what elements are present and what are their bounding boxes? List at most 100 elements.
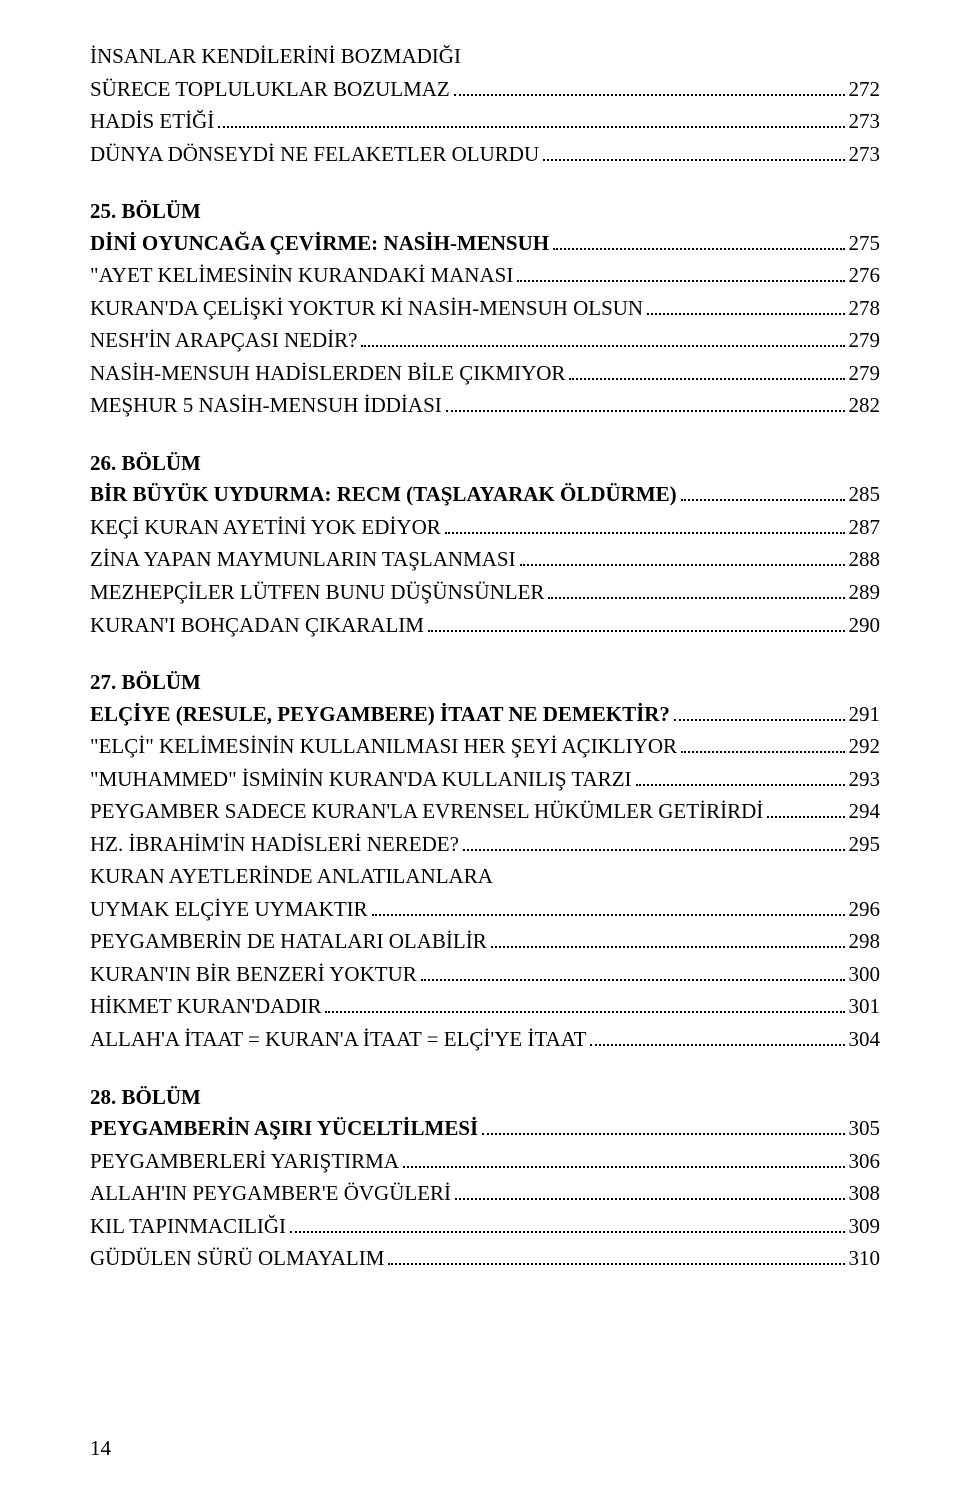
toc-entry: KURAN'DA ÇELİŞKİ YOKTUR Kİ NASİH-MENSUH … bbox=[90, 292, 880, 325]
toc-entry: HADİS ETİĞİ 273 bbox=[90, 105, 880, 138]
toc-entry: DÜNYA DÖNSEYDİ NE FELAKETLER OLURDU 273 bbox=[90, 138, 880, 171]
toc-text: DÜNYA DÖNSEYDİ NE FELAKETLER OLURDU bbox=[90, 138, 539, 171]
toc-text: "ELÇİ" KELİMESİNİN KULLANILMASI HER ŞEYİ… bbox=[90, 730, 677, 763]
page-ref: 292 bbox=[849, 730, 881, 763]
chapter-title-text: DİNİ OYUNCAĞA ÇEVİRME: NASİH-MENSUH bbox=[90, 228, 549, 260]
leader-dots bbox=[446, 393, 845, 412]
toc-entry: ALLAH'IN PEYGAMBER'E ÖVGÜLERİ 308 bbox=[90, 1177, 880, 1210]
toc-text: KURAN'DA ÇELİŞKİ YOKTUR Kİ NASİH-MENSUH … bbox=[90, 292, 643, 325]
page-ref: 306 bbox=[849, 1145, 881, 1178]
toc-text: "AYET KELİMESİNİN KURANDAKİ MANASI bbox=[90, 259, 513, 292]
chapter-title-text: PEYGAMBERİN AŞIRI YÜCELTİLMESİ bbox=[90, 1113, 478, 1145]
leader-dots bbox=[421, 962, 845, 981]
leader-dots bbox=[454, 77, 845, 96]
toc-text: UYMAK ELÇİYE UYMAKTIR bbox=[90, 893, 368, 926]
toc-entry: KURAN'IN BİR BENZERİ YOKTUR300 bbox=[90, 958, 880, 991]
toc-entry: MEZHEPÇİLER LÜTFEN BUNU DÜŞÜNSÜNLER289 bbox=[90, 576, 880, 609]
toc-entry: MEŞHUR 5 NASİH-MENSUH İDDİASI282 bbox=[90, 389, 880, 422]
page-ref: 278 bbox=[849, 292, 881, 325]
leader-dots bbox=[767, 799, 844, 818]
page-ref: 293 bbox=[849, 763, 881, 796]
toc-text: ALLAH'IN PEYGAMBER'E ÖVGÜLERİ bbox=[90, 1177, 451, 1210]
leader-dots bbox=[428, 613, 845, 632]
page-ref: 305 bbox=[849, 1113, 881, 1145]
toc-entry: UYMAK ELÇİYE UYMAKTIR 296 bbox=[90, 893, 880, 926]
toc-entry: HZ. İBRAHİM'İN HADİSLERİ NEREDE? 295 bbox=[90, 828, 880, 861]
toc-text: SÜRECE TOPLULUKLAR BOZULMAZ bbox=[90, 73, 450, 106]
page-ref: 275 bbox=[849, 228, 881, 260]
chapter-title: DİNİ OYUNCAĞA ÇEVİRME: NASİH-MENSUH 275 bbox=[90, 228, 880, 260]
page-ref: 273 bbox=[849, 138, 881, 171]
toc-text: İNSANLAR KENDİLERİNİ BOZMADIĞI bbox=[90, 44, 461, 68]
toc-text: HZ. İBRAHİM'İN HADİSLERİ NEREDE? bbox=[90, 828, 459, 861]
toc-text: KURAN AYETLERİNDE ANLATILANLARA bbox=[90, 864, 493, 888]
toc-entry: KIL TAPINMACILIĞI309 bbox=[90, 1210, 880, 1243]
chapter-number: 27. BÖLÜM bbox=[90, 667, 880, 699]
page-ref: 301 bbox=[849, 990, 881, 1023]
chapter-title-text: ELÇİYE (RESULE, PEYGAMBERE) İTAAT NE DEM… bbox=[90, 699, 670, 731]
toc-text: PEYGAMBER SADECE KURAN'LA EVRENSEL HÜKÜM… bbox=[90, 795, 763, 828]
leader-dots bbox=[548, 580, 844, 599]
toc-entry-multiline: İNSANLAR KENDİLERİNİ BOZMADIĞI bbox=[90, 40, 880, 73]
page-ref: 273 bbox=[849, 105, 881, 138]
leader-dots bbox=[553, 231, 844, 250]
toc-entry: HİKMET KURAN'DADIR301 bbox=[90, 990, 880, 1023]
page-number: 14 bbox=[90, 1436, 111, 1461]
toc-entry: NESH'İN ARAPÇASI NEDİR?279 bbox=[90, 324, 880, 357]
leader-dots bbox=[372, 897, 845, 916]
toc-text: NESH'İN ARAPÇASI NEDİR? bbox=[90, 324, 357, 357]
toc-entry: "AYET KELİMESİNİN KURANDAKİ MANASI 276 bbox=[90, 259, 880, 292]
leader-dots bbox=[445, 515, 845, 534]
leader-dots bbox=[491, 930, 845, 949]
page-ref: 296 bbox=[849, 893, 881, 926]
leader-dots bbox=[569, 361, 844, 380]
page-ref: 291 bbox=[849, 699, 881, 731]
leader-dots bbox=[290, 1214, 844, 1233]
toc-entry: PEYGAMBERLERİ YARIŞTIRMA 306 bbox=[90, 1145, 880, 1178]
toc-text: PEYGAMBERLERİ YARIŞTIRMA bbox=[90, 1145, 399, 1178]
page-ref: 308 bbox=[849, 1177, 881, 1210]
toc-entry: ALLAH'A İTAAT = KURAN'A İTAAT = ELÇİ'YE … bbox=[90, 1023, 880, 1056]
toc-entry: "ELÇİ" KELİMESİNİN KULLANILMASI HER ŞEYİ… bbox=[90, 730, 880, 763]
page-ref: 310 bbox=[849, 1242, 881, 1275]
leader-dots bbox=[647, 296, 844, 315]
toc-entry: SÜRECE TOPLULUKLAR BOZULMAZ 272 bbox=[90, 73, 880, 106]
page-ref: 300 bbox=[849, 958, 881, 991]
chapter-title: PEYGAMBERİN AŞIRI YÜCELTİLMESİ 305 bbox=[90, 1113, 880, 1145]
leader-dots bbox=[388, 1246, 844, 1265]
toc-entry: KURAN'I BOHÇADAN ÇIKARALIM290 bbox=[90, 609, 880, 642]
toc-text: KURAN'I BOHÇADAN ÇIKARALIM bbox=[90, 609, 424, 642]
leader-dots bbox=[543, 142, 844, 161]
page-ref: 294 bbox=[849, 795, 881, 828]
chapter-number: 26. BÖLÜM bbox=[90, 448, 880, 480]
page-ref: 287 bbox=[849, 511, 881, 544]
toc-entry: NASİH-MENSUH HADİSLERDEN BİLE ÇIKMIYOR27… bbox=[90, 357, 880, 390]
chapter-title: ELÇİYE (RESULE, PEYGAMBERE) İTAAT NE DEM… bbox=[90, 699, 880, 731]
toc-text: KEÇİ KURAN AYETİNİ YOK EDİYOR bbox=[90, 511, 441, 544]
toc-entry: ZİNA YAPAN MAYMUNLARIN TAŞLANMASI288 bbox=[90, 543, 880, 576]
toc-entry: PEYGAMBER SADECE KURAN'LA EVRENSEL HÜKÜM… bbox=[90, 795, 880, 828]
chapter-number: 28. BÖLÜM bbox=[90, 1082, 880, 1114]
toc-text: NASİH-MENSUH HADİSLERDEN BİLE ÇIKMIYOR bbox=[90, 357, 565, 390]
toc-entry: KEÇİ KURAN AYETİNİ YOK EDİYOR 287 bbox=[90, 511, 880, 544]
toc-entry: "MUHAMMED" İSMİNİN KURAN'DA KULLANILIŞ T… bbox=[90, 763, 880, 796]
page-ref: 276 bbox=[849, 259, 881, 292]
chapter-title: BİR BÜYÜK UYDURMA: RECM (TAŞLAYARAK ÖLDÜ… bbox=[90, 479, 880, 511]
toc-text: HADİS ETİĞİ bbox=[90, 105, 214, 138]
chapter-number: 25. BÖLÜM bbox=[90, 196, 880, 228]
leader-dots bbox=[463, 832, 845, 851]
toc-text: "MUHAMMED" İSMİNİN KURAN'DA KULLANILIŞ T… bbox=[90, 763, 632, 796]
toc-text: PEYGAMBERİN DE HATALARI OLABİLİR bbox=[90, 925, 487, 958]
toc-text: ALLAH'A İTAAT = KURAN'A İTAAT = ELÇİ'YE … bbox=[90, 1023, 586, 1056]
leader-dots bbox=[681, 483, 845, 502]
leader-dots bbox=[218, 109, 844, 128]
leader-dots bbox=[455, 1181, 844, 1200]
leader-dots bbox=[590, 1027, 844, 1046]
leader-dots bbox=[403, 1149, 845, 1168]
leader-dots bbox=[674, 702, 845, 721]
leader-dots bbox=[325, 995, 844, 1014]
page-ref: 295 bbox=[849, 828, 881, 861]
page-ref: 289 bbox=[849, 576, 881, 609]
toc-text: GÜDÜLEN SÜRÜ OLMAYALIM bbox=[90, 1242, 384, 1275]
toc-entry-multiline: KURAN AYETLERİNDE ANLATILANLARA bbox=[90, 860, 880, 893]
